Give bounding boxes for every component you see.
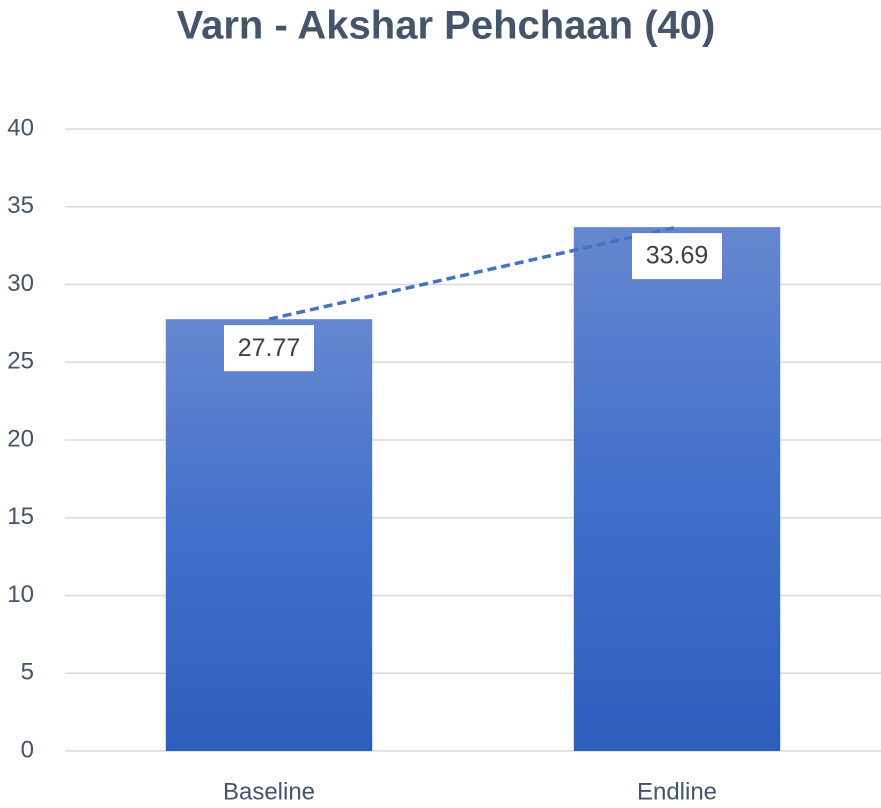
bar bbox=[573, 227, 781, 752]
x-tick-label: Baseline bbox=[223, 778, 315, 805]
x-tick-label: Endline bbox=[637, 778, 717, 805]
y-tick-label: 20 bbox=[7, 425, 34, 452]
y-tick-label: 0 bbox=[21, 736, 34, 763]
data-label: 27.77 bbox=[238, 334, 301, 362]
y-tick-label: 15 bbox=[7, 503, 34, 530]
bar bbox=[165, 319, 373, 751]
data-label: 33.69 bbox=[646, 242, 709, 270]
y-tick-label: 40 bbox=[7, 114, 34, 141]
y-tick-label: 35 bbox=[7, 192, 34, 219]
data-label-box bbox=[224, 325, 314, 372]
y-tick-label: 5 bbox=[21, 659, 34, 686]
y-tick-label: 25 bbox=[7, 348, 34, 375]
y-tick-label: 30 bbox=[7, 270, 34, 297]
data-label-box bbox=[632, 233, 722, 280]
chart-title: Varn - Akshar Pehchaan (40) bbox=[177, 4, 716, 48]
y-tick-label: 10 bbox=[7, 581, 34, 608]
